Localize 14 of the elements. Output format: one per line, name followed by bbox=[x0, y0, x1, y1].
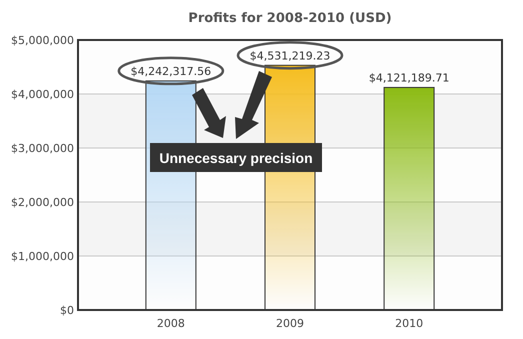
annotation: Unnecessary precision bbox=[159, 150, 313, 166]
y-tick-label: $5,000,000 bbox=[11, 34, 74, 47]
data-label: $4,121,189.71 bbox=[368, 71, 450, 84]
x-tick-label: 2009 bbox=[276, 317, 304, 330]
y-tick-label: $1,000,000 bbox=[11, 250, 74, 263]
data-label: $4,531,219.23 bbox=[250, 49, 330, 62]
y-tick-label: $2,000,000 bbox=[11, 196, 74, 209]
x-tick-label: 2010 bbox=[395, 317, 424, 330]
y-tick-label: $3,000,000 bbox=[11, 142, 74, 155]
data-label: $4,242,317.56 bbox=[130, 64, 212, 78]
y-tick-label: $0 bbox=[60, 304, 74, 317]
x-tick-label: 2008 bbox=[156, 317, 185, 330]
y-tick-label: $4,000,000 bbox=[11, 88, 74, 101]
chart-title: Profits for 2008-2010 (USD) bbox=[188, 11, 392, 26]
